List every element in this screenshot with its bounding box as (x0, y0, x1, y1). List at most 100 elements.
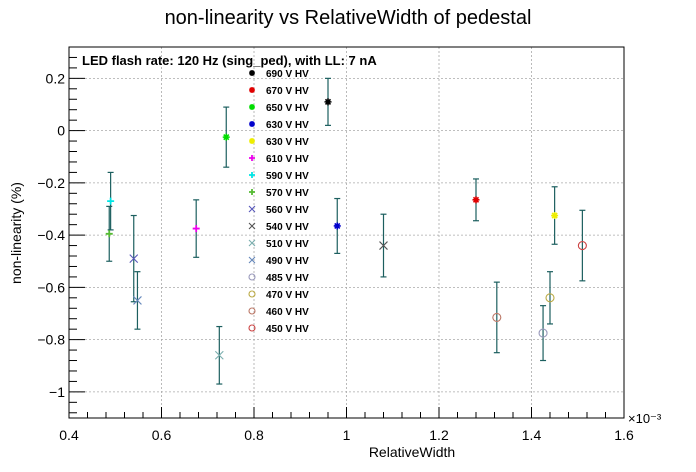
marker-cross (248, 205, 256, 213)
legend-marker (248, 205, 256, 213)
legend-entry: 630 V HV (249, 120, 309, 131)
data-points (105, 98, 587, 360)
y-tick-label: −0.8 (37, 332, 65, 348)
x-tick-label: 0.6 (152, 427, 172, 443)
legend-label: 570 V HV (266, 188, 309, 199)
legend-entry: 670 V HV (249, 86, 309, 97)
data-point (107, 197, 115, 205)
marker-cross (214, 350, 224, 360)
marker-cross (248, 239, 256, 247)
legend-marker (249, 138, 255, 144)
legend-label: 690 V HV (266, 69, 309, 80)
legend-marker (248, 256, 256, 264)
y-axis-label: non-linearity (%) (8, 182, 24, 284)
data-point (379, 241, 388, 250)
data-point (105, 230, 113, 238)
marker-plus (249, 155, 255, 161)
marker-star (249, 87, 255, 93)
marker-star (249, 138, 255, 144)
legend-label: 470 V HV (266, 290, 309, 301)
legend-label: 460 V HV (266, 307, 309, 318)
marker-cross (129, 254, 139, 264)
marker-circle (248, 290, 256, 298)
x-tick-label: 1.2 (429, 427, 449, 443)
legend-marker (248, 239, 256, 247)
x-axis-label: RelativeWidth (369, 444, 455, 460)
x-tick-label: 1 (343, 427, 351, 443)
legend-marker (248, 222, 256, 230)
x-tick-label: 0.4 (59, 427, 79, 443)
data-point (333, 222, 341, 230)
marker-star (472, 196, 480, 204)
legend-entry: 570 V HV (249, 188, 309, 199)
legend-entry: 490 V HV (248, 256, 309, 267)
legend-label: 450 V HV (266, 324, 309, 335)
y-tick-label: −1 (49, 384, 65, 400)
legend-marker (249, 189, 255, 195)
legend-entry: 540 V HV (248, 222, 309, 233)
marker-star (249, 104, 255, 110)
data-point (222, 133, 230, 141)
data-point (192, 225, 200, 233)
legend-label: 630 V HV (266, 120, 309, 131)
legend-marker (248, 307, 256, 315)
marker-star (324, 98, 332, 106)
marker-star (249, 70, 255, 76)
x-tick-label: 1.4 (522, 427, 542, 443)
marker-plus (105, 230, 113, 238)
marker-cross (248, 222, 256, 230)
legend-label: 670 V HV (266, 86, 309, 97)
legend-label: 630 V HV (266, 137, 309, 148)
legend-marker (248, 324, 256, 332)
marker-cross (133, 296, 142, 305)
legend-entry: 690 V HV (249, 69, 309, 80)
legend-marker (249, 155, 255, 161)
data-point (324, 98, 332, 106)
legend-marker (248, 273, 256, 281)
marker-star (333, 222, 341, 230)
legend-label: 540 V HV (266, 222, 309, 233)
data-point (545, 293, 555, 303)
data-point (472, 196, 480, 204)
data-point (538, 328, 548, 338)
legend-marker (249, 104, 255, 110)
legend: 690 V HV 670 V HV 650 V HV 630 V HV 630 V HV… (248, 69, 309, 335)
marker-circle (248, 307, 256, 315)
legend-entry: 630 V HV (249, 137, 309, 148)
chart-title: non-linearity vs RelativeWidth of pedest… (165, 7, 532, 29)
marker-plus (249, 172, 255, 178)
y-tick-label: −0.2 (37, 175, 65, 191)
y-tick-label: −0.4 (37, 227, 65, 243)
y-tick-label: −0.6 (37, 279, 65, 295)
legend-entry: 460 V HV (248, 307, 309, 318)
legend-marker (249, 172, 255, 178)
legend-entry: 510 V HV (248, 239, 309, 250)
legend-entry: 650 V HV (249, 103, 309, 114)
marker-circle (492, 312, 502, 322)
y-tick-label: 0.2 (46, 70, 66, 86)
data-point (129, 254, 139, 264)
axes: 0.4 0.6 0.8 1 1.2 1.4 1.6 −1 −0.8 −0.6 −0.4 −0.2 0 0.… (37, 46, 634, 443)
legend-entry: 590 V HV (249, 171, 309, 182)
marker-circle (545, 293, 555, 303)
legend-label: 485 V HV (266, 273, 309, 284)
x-tick-label: 0.8 (244, 427, 264, 443)
legend-entry: 560 V HV (248, 205, 309, 216)
marker-plus (249, 189, 255, 195)
marker-star (551, 212, 559, 220)
legend-marker (249, 121, 255, 127)
marker-circle (248, 273, 256, 281)
marker-circle (577, 241, 587, 251)
legend-entry: 470 V HV (248, 290, 309, 301)
legend-entry: 450 V HV (248, 324, 309, 335)
marker-plus (192, 225, 200, 233)
marker-plus (107, 197, 115, 205)
marker-circle (248, 324, 256, 332)
marker-cross (248, 256, 256, 264)
legend-label: 590 V HV (266, 171, 309, 182)
legend-marker (248, 290, 256, 298)
x-axis-multiplier: ×10⁻³ (628, 411, 662, 426)
legend-marker (249, 70, 255, 76)
legend-marker (249, 87, 255, 93)
